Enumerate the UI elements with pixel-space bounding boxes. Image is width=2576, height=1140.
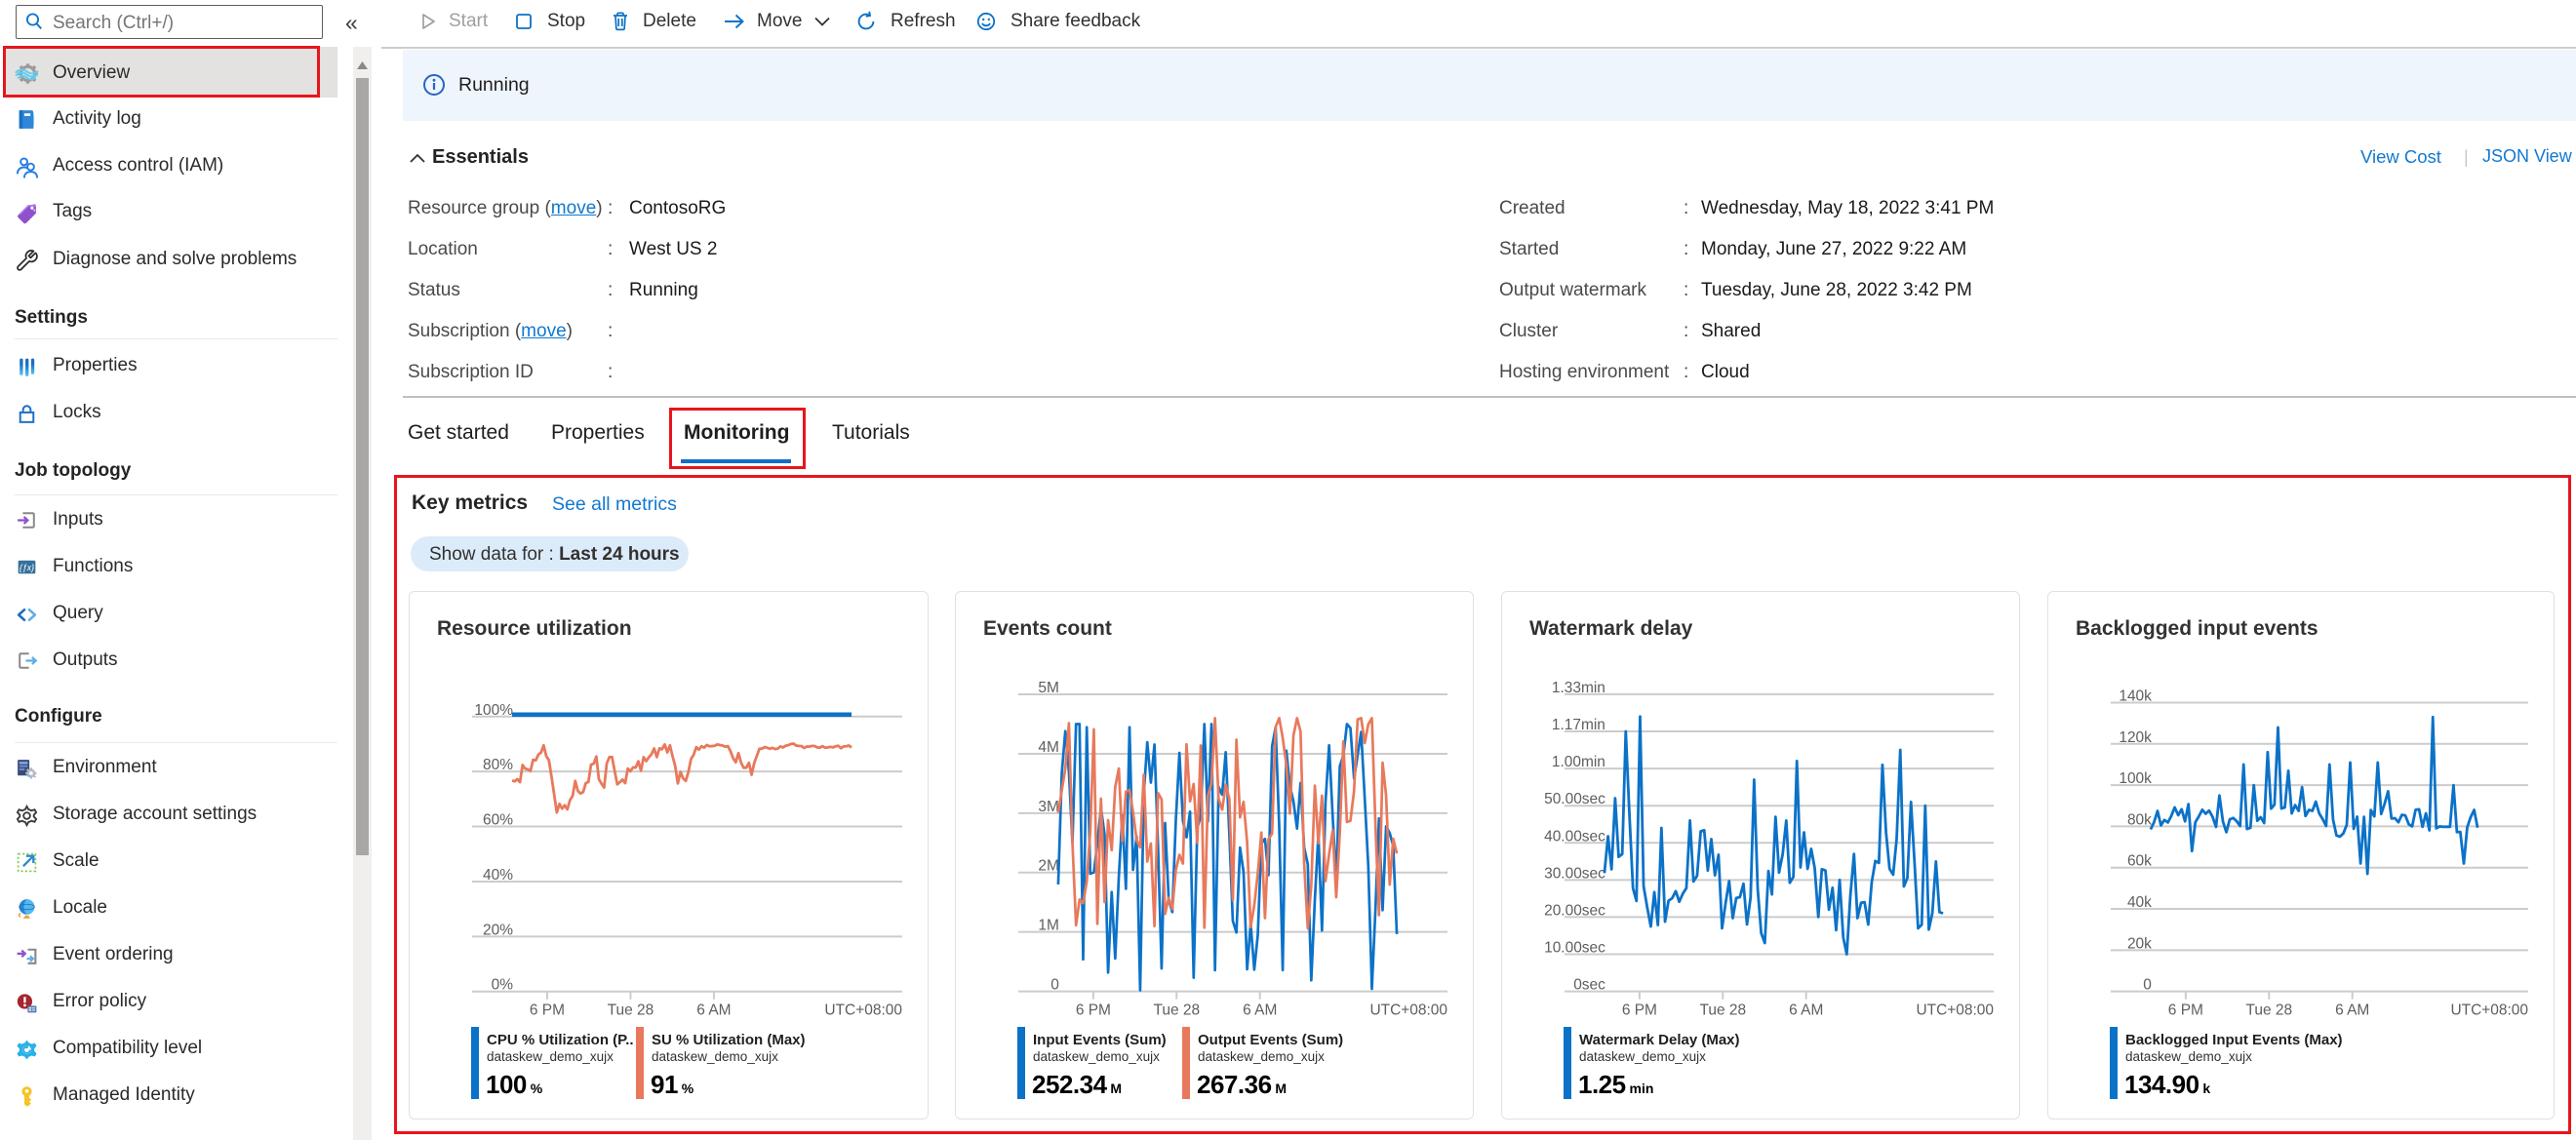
svg-text:0: 0 — [1050, 977, 1059, 994]
svg-text:Tue 28: Tue 28 — [1699, 1002, 1746, 1019]
svg-text:UTC+08:00: UTC+08:00 — [2450, 1002, 2528, 1019]
svg-text:UTC+08:00: UTC+08:00 — [1916, 1002, 1994, 1019]
svg-text:6 AM: 6 AM — [1243, 1002, 1277, 1019]
svg-text:6 PM: 6 PM — [530, 1002, 565, 1019]
svg-text:6 AM: 6 AM — [1789, 1002, 1823, 1019]
svg-text:10.00sec: 10.00sec — [1544, 940, 1605, 957]
svg-text:3M: 3M — [1038, 799, 1059, 815]
svg-text:1.00min: 1.00min — [1552, 754, 1605, 770]
svg-text:40.00sec: 40.00sec — [1544, 828, 1605, 845]
svg-text:6 PM: 6 PM — [1622, 1002, 1657, 1019]
svg-text:Tue 28: Tue 28 — [1153, 1002, 1200, 1019]
svg-text:120k: 120k — [2119, 729, 2152, 746]
svg-text:6 PM: 6 PM — [1076, 1002, 1111, 1019]
svg-text:0sec: 0sec — [1573, 977, 1605, 994]
svg-text:80k: 80k — [2127, 811, 2152, 828]
svg-text:20%: 20% — [483, 922, 513, 938]
svg-text:5M: 5M — [1038, 680, 1059, 696]
svg-text:1.33min: 1.33min — [1552, 680, 1605, 696]
svg-text:1.17min: 1.17min — [1552, 717, 1605, 733]
svg-text:0: 0 — [2143, 977, 2152, 994]
svg-text:140k: 140k — [2119, 688, 2152, 705]
svg-text:30.00sec: 30.00sec — [1544, 865, 1605, 882]
svg-text:60%: 60% — [483, 812, 513, 829]
svg-text:20k: 20k — [2127, 935, 2152, 952]
svg-text:Tue 28: Tue 28 — [608, 1002, 654, 1019]
svg-text:50.00sec: 50.00sec — [1544, 791, 1605, 807]
svg-text:2M: 2M — [1038, 858, 1059, 875]
svg-text:40%: 40% — [483, 867, 513, 884]
svg-text:{ƒx}: {ƒx} — [20, 563, 34, 572]
svg-text:UTC+08:00: UTC+08:00 — [1369, 1002, 1447, 1019]
svg-text:UTC+08:00: UTC+08:00 — [824, 1002, 902, 1019]
svg-text:4M: 4M — [1038, 739, 1059, 756]
svg-text:100%: 100% — [474, 702, 513, 719]
svg-text:6 AM: 6 AM — [2335, 1002, 2369, 1019]
svg-text:6 PM: 6 PM — [2168, 1002, 2203, 1019]
svg-text:0%: 0% — [492, 977, 514, 994]
svg-text:60k: 60k — [2127, 853, 2152, 870]
svg-text:80%: 80% — [483, 757, 513, 773]
svg-text:6 AM: 6 AM — [696, 1002, 731, 1019]
svg-text:100k: 100k — [2119, 770, 2152, 787]
svg-text:40k: 40k — [2127, 894, 2152, 911]
svg-text:Tue 28: Tue 28 — [2245, 1002, 2292, 1019]
svg-text:1M: 1M — [1038, 918, 1059, 934]
svg-text:20.00sec: 20.00sec — [1544, 902, 1605, 919]
